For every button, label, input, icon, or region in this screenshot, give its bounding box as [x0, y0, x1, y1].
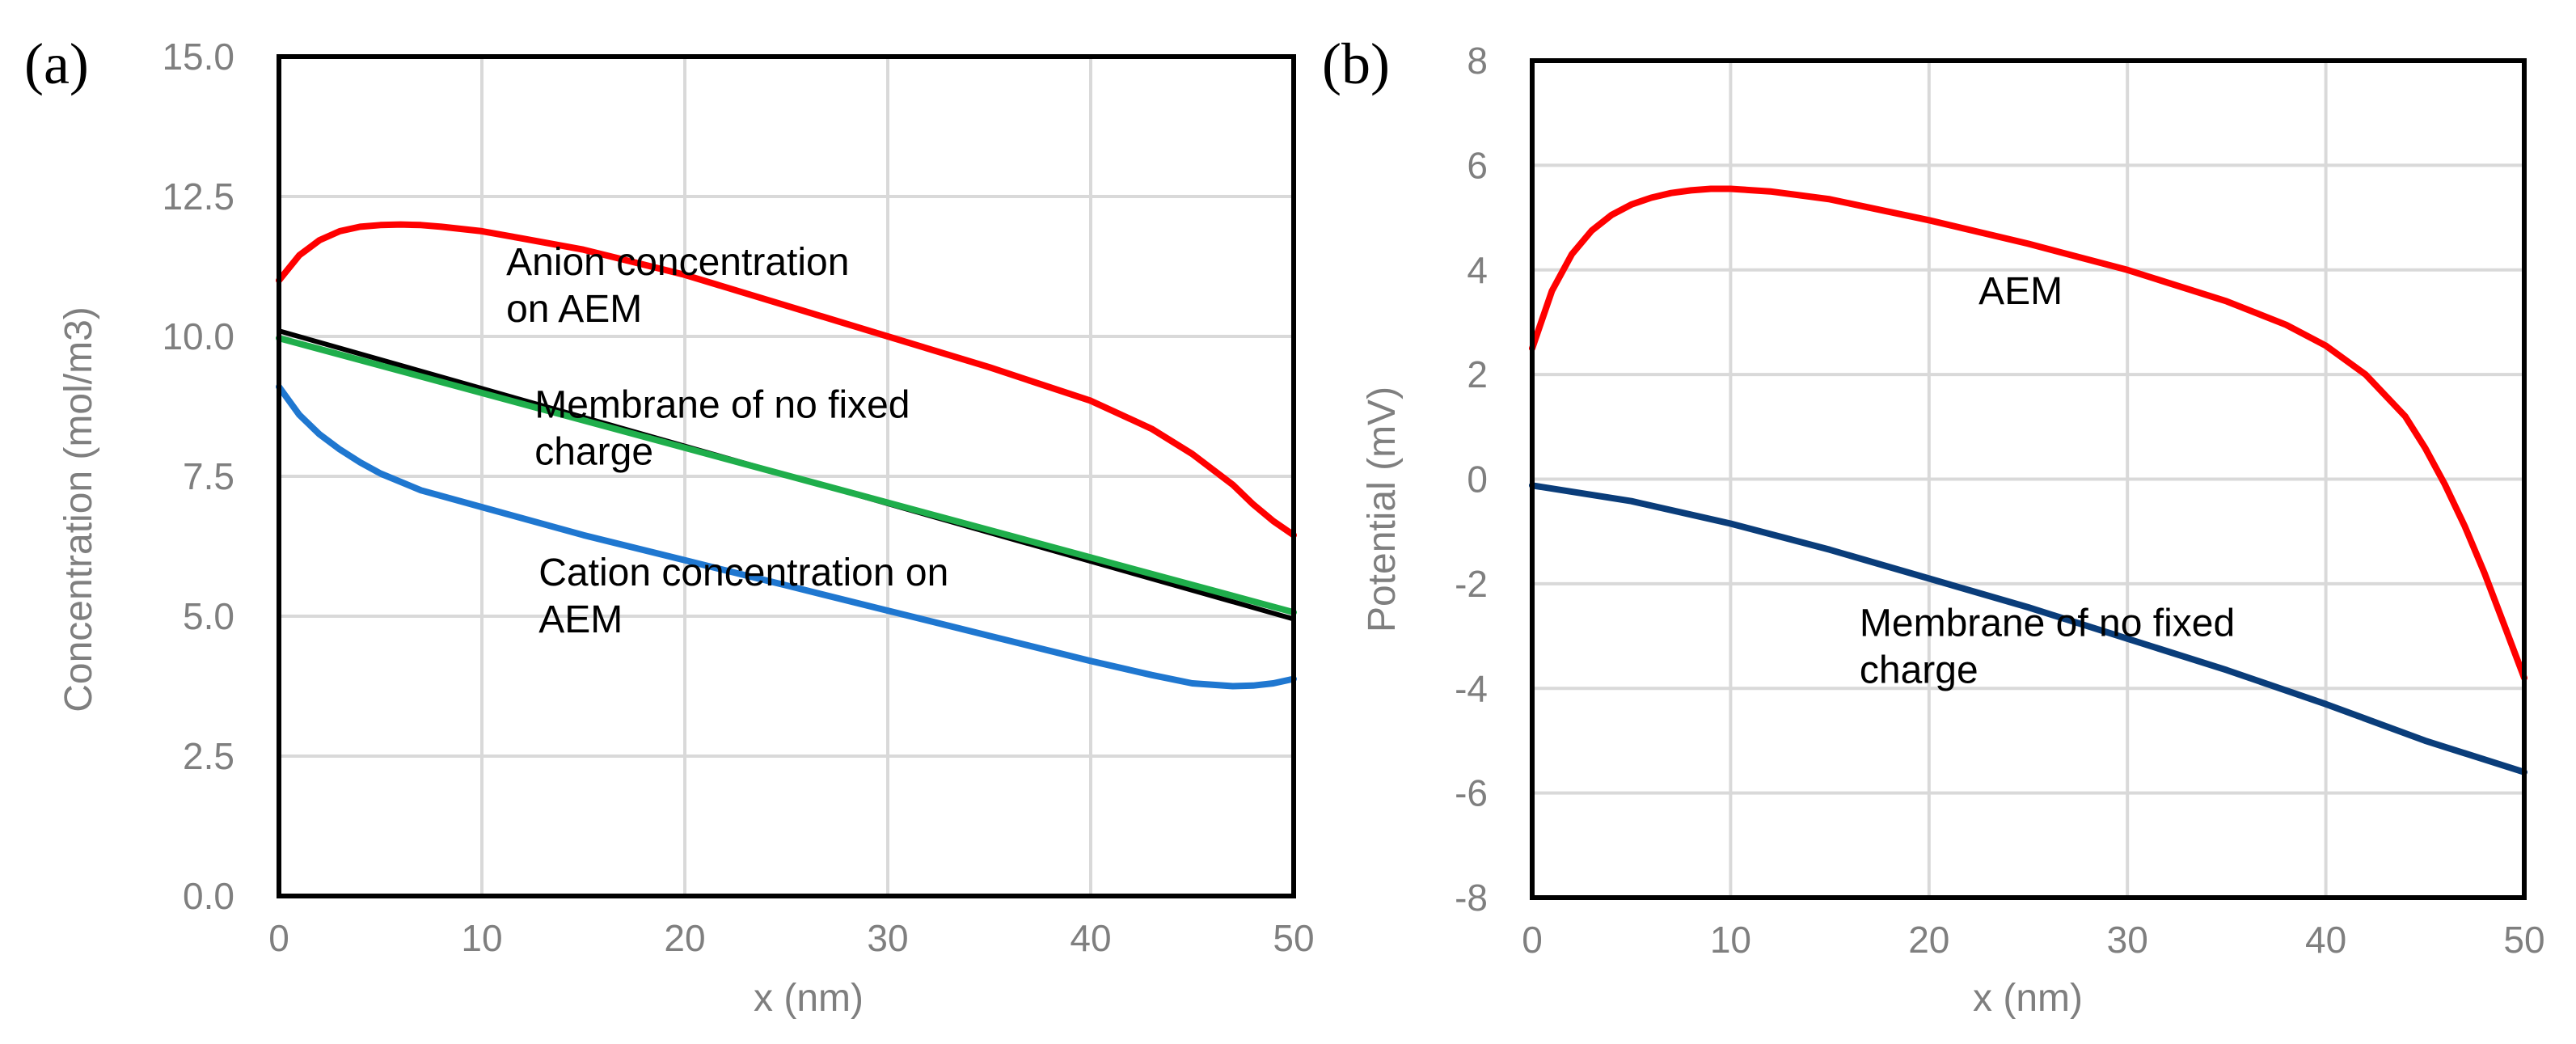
panel-b-x-tick-label: 40	[2305, 919, 2346, 961]
panel-b-x-axis-title: x (nm)	[1973, 977, 2083, 1020]
panel-label-a: (a)	[24, 32, 89, 96]
panel-a-series	[276, 221, 1297, 690]
panel-a-series-line-0	[276, 221, 1297, 539]
panel-a-x-tick-label: 0	[268, 917, 289, 959]
panel-a-y-tick-label: 15.0	[162, 36, 234, 78]
panel-b-annotation-line: charge	[1860, 649, 1978, 692]
panel-a-x-tick-label: 10	[461, 917, 502, 959]
panel-a-x-tick-label: 40	[1070, 917, 1111, 959]
panel-b-y-tick-label: 4	[1467, 249, 1488, 291]
panel-a-annotation-line: Cation concentration on	[538, 552, 948, 594]
panel-a-y-ticks: 0.0 2.5 5.0 7.5 10.0 12.5 15.0	[162, 36, 234, 917]
panel-a-y-tick-label: 12.5	[162, 175, 234, 218]
panel-a-frame	[277, 54, 1296, 898]
panel-label-b: (b)	[1322, 32, 1390, 96]
panel-a-annotations: Anion concentration on AEM Membrane of no …	[506, 241, 948, 641]
panel-a-annotation-line: on AEM	[506, 288, 642, 331]
panel-a-annotation-line: AEM	[538, 598, 623, 641]
panel-a-annotation-1: Membrane of no fixed charge	[534, 383, 910, 473]
panel-b-y-ticks: -8 -6 -4 -2 0 2 4 6 8	[1455, 40, 1488, 919]
panel-b-x-ticks: 0 10 20 30 40 50	[1522, 919, 2544, 961]
panel-b-y-axis-title: Potential (mV)	[1361, 387, 1404, 632]
panel-a-x-tick-label: 50	[1273, 917, 1314, 959]
panel-b: (b) -8 -6 -4 -2 0 2 4 6 8 0 10 20 30 40 50 AEM Membran…	[1322, 32, 2545, 1020]
panel-a-annotation-line: Anion concentration	[506, 241, 849, 284]
panel-a-annotation-2: Cation concentration on AEM	[538, 552, 948, 641]
panel-a-y-tick-label: 10.0	[162, 315, 234, 357]
panel-b-plot-frame	[1530, 58, 2527, 900]
panel-b-frame	[1530, 58, 2527, 900]
panel-b-series-line-0	[1529, 185, 2527, 682]
panel-a-y-tick-label: 7.5	[183, 455, 234, 497]
panel-a-series-line-3	[276, 383, 1297, 690]
panel-a-y-axis-title: Concentration (mol/m3)	[57, 306, 100, 712]
panel-a-y-tick-label: 0.0	[183, 875, 234, 917]
panel-b-annotation-0: AEM	[1978, 270, 2063, 313]
panel-b-grid	[1531, 59, 2526, 899]
panel-a-y-tick-label: 5.0	[183, 595, 234, 637]
panel-b-y-tick-label: -6	[1455, 772, 1488, 814]
panel-b-y-tick-label: 8	[1467, 40, 1488, 82]
panel-a: (a) 0.0 2.5 5.0 7.5 10.0 12.5 15.0 0 10 20 30 40 50…	[24, 32, 1315, 1020]
panel-a-annotation-line: charge	[534, 430, 653, 473]
panel-b-x-tick-label: 10	[1710, 919, 1751, 961]
panel-a-x-tick-label: 30	[867, 917, 908, 959]
panel-b-x-tick-label: 0	[1522, 919, 1543, 961]
panel-a-x-ticks: 0 10 20 30 40 50	[268, 917, 1314, 959]
panel-b-annotation-line: Membrane of no fixed	[1860, 602, 2235, 645]
panel-a-annotation-line: Membrane of no fixed	[534, 383, 910, 426]
panel-b-x-tick-label: 50	[2503, 919, 2544, 961]
panel-b-y-tick-label: 0	[1467, 459, 1488, 501]
panel-b-x-tick-label: 30	[2107, 919, 2148, 961]
panel-a-plot-frame	[277, 54, 1296, 898]
panel-b-annotation-line: AEM	[1978, 270, 2063, 313]
panel-a-x-axis-title: x (nm)	[754, 977, 864, 1020]
panel-b-y-tick-label: -4	[1455, 667, 1488, 709]
panel-b-y-tick-label: 6	[1467, 144, 1488, 186]
panel-b-y-tick-label: -8	[1455, 877, 1488, 919]
panel-a-series-line-2	[276, 335, 1297, 616]
panel-b-series	[1529, 185, 2527, 776]
panel-b-y-tick-label: 2	[1467, 353, 1488, 395]
panel-a-annotation-0: Anion concentration on AEM	[506, 241, 849, 331]
panel-b-annotation-1: Membrane of no fixed charge	[1860, 602, 2235, 692]
panel-a-y-tick-label: 2.5	[183, 735, 234, 777]
panel-a-x-tick-label: 20	[664, 917, 705, 959]
panel-b-x-tick-label: 20	[1908, 919, 1949, 961]
panel-b-annotations: AEM Membrane of no fixed charge	[1860, 270, 2235, 692]
panel-b-y-tick-label: -2	[1455, 563, 1488, 605]
panel-b-series-line-1	[1529, 482, 2527, 776]
